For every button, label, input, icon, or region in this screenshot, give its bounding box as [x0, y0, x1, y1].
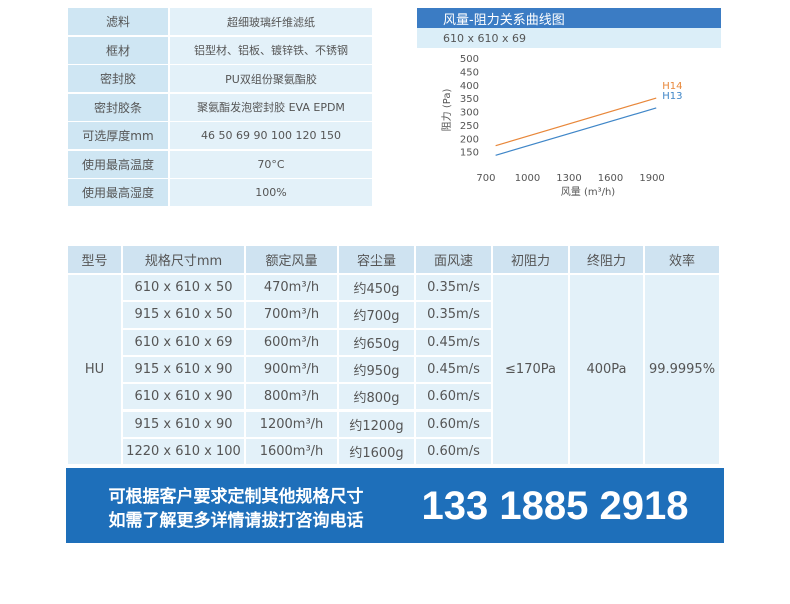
- cell: 0.35m/s: [416, 275, 491, 301]
- y-tick-label: 450: [460, 67, 479, 78]
- cell: 约1600g: [339, 438, 414, 465]
- x-tick-label: 1300: [556, 173, 581, 184]
- cell: 滤料: [68, 8, 168, 35]
- cell: 610 x 610 x 69: [123, 329, 244, 355]
- chart: 150 200 250 300 350 400 450 500 700 1000 1300 1600 1…: [440, 54, 682, 198]
- cell: 容尘量: [339, 246, 414, 273]
- cell: 610 x 610 x 50: [123, 275, 244, 301]
- cell: 915 x 610 x 50: [123, 302, 244, 328]
- y-tick-label: 250: [460, 121, 479, 132]
- cell: 470m³/h: [246, 275, 337, 301]
- cell: 可选厚度mm: [68, 122, 168, 149]
- chart-subtitle: 610 x 610 x 69: [417, 28, 721, 48]
- cell: 400Pa: [570, 275, 643, 465]
- cell: 约800g: [339, 384, 414, 410]
- cell: 初阻力: [493, 246, 568, 273]
- cell: 600m³/h: [246, 329, 337, 355]
- cell: 0.60m/s: [416, 411, 491, 437]
- cell: 915 x 610 x 90: [123, 411, 244, 437]
- y-tick-label: 350: [460, 94, 479, 105]
- cell: ≤170Pa: [493, 275, 568, 465]
- cell: 面风速: [416, 246, 491, 273]
- x-tick-label: 1600: [598, 173, 623, 184]
- cell: 70°C: [170, 150, 372, 178]
- cell: 100%: [170, 179, 372, 206]
- cell: 915 x 610 x 90: [123, 356, 244, 383]
- cell: 聚氨酯发泡密封胶 EVA EPDM: [170, 93, 372, 121]
- series-label: H14: [662, 81, 682, 92]
- cell: 型号: [68, 246, 121, 273]
- cell: 使用最高湿度: [68, 179, 168, 206]
- cell: 99.9995%: [645, 275, 719, 465]
- cell: 铝型材、铝板、镀锌铁、不锈钢: [170, 36, 372, 64]
- cell: 终阻力: [570, 246, 643, 273]
- cell: 800m³/h: [246, 384, 337, 410]
- y-tick-label: 200: [460, 134, 479, 145]
- cell: 密封胶条: [68, 93, 168, 121]
- cell: 0.60m/s: [416, 438, 491, 465]
- cell: 700m³/h: [246, 302, 337, 328]
- x-tick-label: 1900: [639, 173, 664, 184]
- cell: 约1200g: [339, 411, 414, 437]
- cell: 0.35m/s: [416, 302, 491, 328]
- cell: 1600m³/h: [246, 438, 337, 465]
- banner-line: 可根据客户要求定制其他规格尺寸: [108, 486, 364, 507]
- cell: 0.45m/s: [416, 329, 491, 355]
- phone: 133 1885 2918: [421, 483, 689, 528]
- cell: 使用最高温度: [68, 150, 168, 178]
- cell: 900m³/h: [246, 356, 337, 383]
- cell: 约700g: [339, 302, 414, 328]
- cell: 0.45m/s: [416, 356, 491, 383]
- cell: 额定风量: [246, 246, 337, 273]
- cell: 0.60m/s: [416, 384, 491, 410]
- x-tick-label: 700: [476, 173, 495, 184]
- chart-title: 风量-阻力关系曲线图: [417, 8, 721, 28]
- y-tick-label: 150: [460, 148, 479, 159]
- cell: 密封胶: [68, 65, 168, 92]
- y-tick-label: 500: [460, 54, 479, 65]
- cell: 610 x 610 x 90: [123, 384, 244, 410]
- cell: 约450g: [339, 275, 414, 301]
- y-tick-label: 300: [460, 108, 479, 119]
- cell: HU: [68, 275, 121, 465]
- line: [495, 97, 657, 147]
- cell: 约650g: [339, 329, 414, 355]
- line: [495, 107, 657, 156]
- x-tick-label: 1000: [515, 173, 540, 184]
- cell: 超细玻璃纤维滤纸: [170, 8, 372, 35]
- cell: 约950g: [339, 356, 414, 383]
- cell: 46 50 69 90 100 120 150: [170, 122, 372, 149]
- cell: 1200m³/h: [246, 411, 337, 437]
- cell: PU双组份聚氨酯胶: [170, 65, 372, 92]
- cell: 1220 x 610 x 100: [123, 438, 244, 465]
- series-label: H13: [662, 91, 682, 102]
- banner-line: 如需了解更多详情请拔打咨询电话: [108, 510, 364, 531]
- y-tick-label: 400: [460, 81, 479, 92]
- banner: [66, 468, 724, 543]
- x-axis-label: 风量 (m³/h): [561, 186, 616, 198]
- cell: 框材: [68, 36, 168, 64]
- y-axis-label: 阻力 (Pa): [440, 89, 453, 132]
- cell: 效率: [645, 246, 719, 273]
- cell: 规格尺寸mm: [123, 246, 244, 273]
